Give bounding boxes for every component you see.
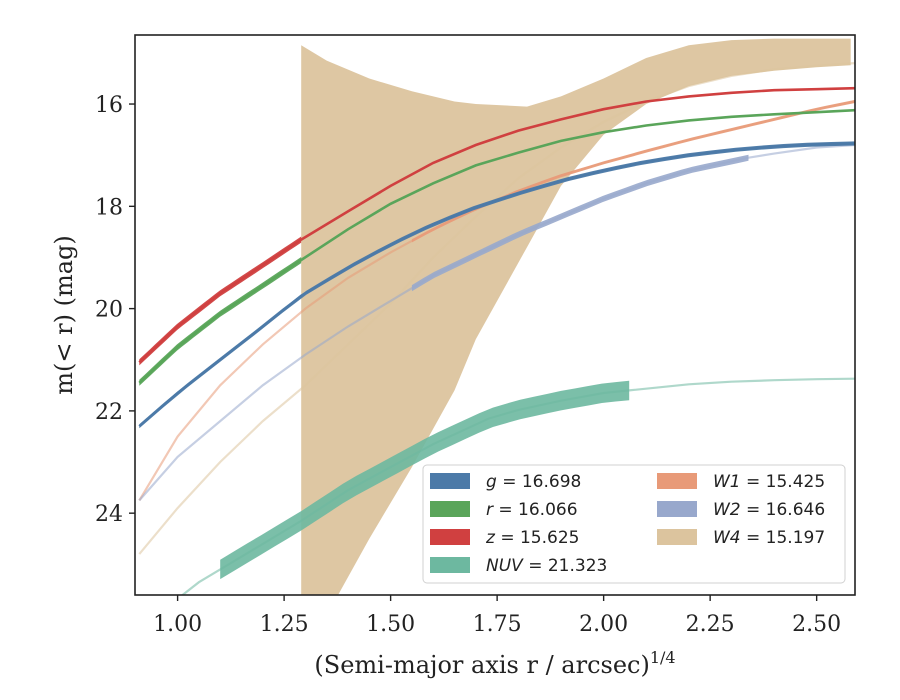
legend-label-nuv: NUV = 21.323 <box>486 556 607 576</box>
series-w4-band <box>301 38 851 595</box>
x-tick-label: 1.50 <box>366 612 415 637</box>
x-axis: 1.00 1.25 1.50 1.75 2.00 2.25 2.50 <box>153 595 841 637</box>
legend-swatch-w2 <box>657 501 697 517</box>
legend-swatch-w1 <box>657 473 697 489</box>
plot-area <box>138 38 855 595</box>
series-w4-line <box>138 62 855 555</box>
series-nuv-band <box>220 380 630 580</box>
y-tick-label: 16 <box>95 93 123 118</box>
x-tick-label: 1.25 <box>260 612 309 637</box>
series-z-band <box>139 236 302 366</box>
y-axis-label: m(< r) (mag) <box>50 235 78 394</box>
y-tick-label: 18 <box>95 195 123 220</box>
x-tick-label: 2.50 <box>792 612 841 637</box>
plot-frame <box>134 34 856 596</box>
legend: g = 16.698 r = 16.066 z = 15.625 NUV = 21.3… <box>422 464 846 584</box>
legend-swatch-g <box>430 473 470 489</box>
x-tick-label: 2.00 <box>579 612 628 637</box>
legend-label-w1: W1 = 15.425 <box>713 472 825 492</box>
legend-swatch-r <box>430 501 470 517</box>
legend-swatch-z <box>430 529 470 545</box>
x-tick-label: 2.25 <box>686 612 735 637</box>
y-tick-label: 20 <box>95 298 123 323</box>
y-axis: 16 18 20 22 24 <box>95 93 135 527</box>
x-tick-label: 1.00 <box>153 612 202 637</box>
x-axis-label-exponent: 1/4 <box>650 648 676 667</box>
legend-box <box>422 464 846 584</box>
x-axis-label: (Semi-major axis r / arcsec)1/4 <box>314 648 675 679</box>
legend-label-w2: W2 = 16.646 <box>713 500 825 520</box>
legend-swatch-nuv <box>430 557 470 573</box>
y-tick-label: 22 <box>95 400 123 425</box>
y-tick-label: 24 <box>95 502 123 527</box>
legend-swatch-w4 <box>657 529 697 545</box>
legend-label-r: r = 16.066 <box>486 500 578 520</box>
series-g-band <box>139 141 855 429</box>
legend-label-g: g = 16.698 <box>486 472 581 492</box>
series-r-band <box>139 257 302 386</box>
legend-label-z: z = 15.625 <box>485 528 579 548</box>
x-tick-label: 1.75 <box>473 612 522 637</box>
legend-label-w4: W4 = 15.197 <box>713 528 825 548</box>
